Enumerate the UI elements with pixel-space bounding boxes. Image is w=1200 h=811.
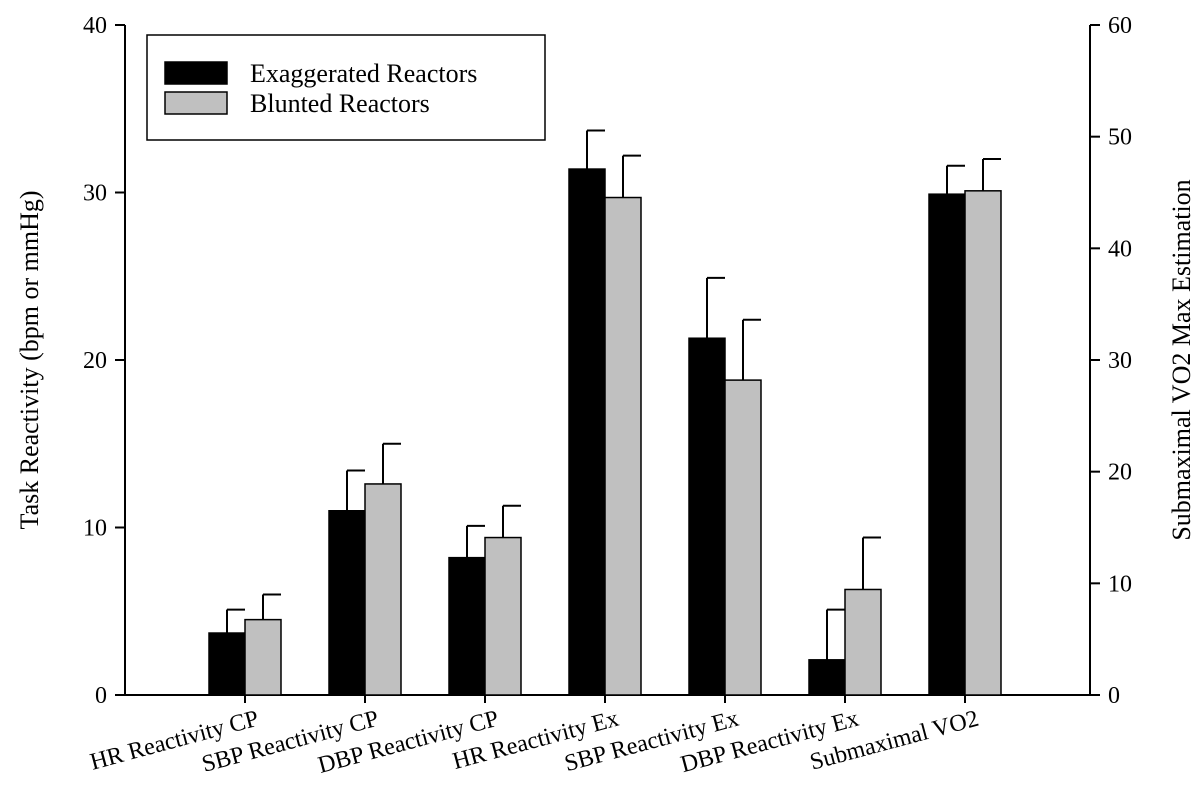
y2-tick-label: 40 [1108,236,1132,262]
y-tick-label: 20 [83,348,107,374]
legend-box [146,34,546,141]
bar-exaggerated [808,659,846,696]
y-tick-label: 40 [83,13,107,39]
bar-blunted [844,588,882,696]
y2-tick-label: 60 [1108,13,1132,39]
y-tick-label: 0 [95,683,107,709]
bar-exaggerated [688,337,726,696]
bar-exaggerated [448,556,486,696]
y-tick-label: 10 [83,516,107,542]
bar-blunted [244,618,282,696]
legend-swatch [164,61,228,85]
legend-label: Blunted Reactors [250,89,430,118]
bar-exaggerated [928,193,966,696]
y2-tick-label: 30 [1108,348,1132,374]
bar-blunted [364,483,402,696]
bar-blunted [604,196,642,696]
bar-blunted [964,190,1002,696]
y2-tick-label: 0 [1108,683,1120,709]
bar-exaggerated [208,632,246,696]
bars [208,168,1002,696]
legend-label: Exaggerated Reactors [250,59,477,88]
bar-blunted [484,536,522,696]
y2-tick-label: 20 [1108,460,1132,486]
bar-exaggerated [328,510,366,696]
y2-tick-label: 50 [1108,125,1132,151]
y-axis-title: Task Reactivity (bpm or mmHg) [15,190,44,529]
error-bars [226,129,1001,660]
bar-blunted [724,379,762,696]
bar-exaggerated [568,168,606,696]
y2-axis-title: Submaximal VO2 Max Estimation [1167,179,1196,540]
y2-tick-label: 10 [1108,571,1132,597]
legend-swatch [164,91,228,115]
y-tick-label: 30 [83,181,107,207]
